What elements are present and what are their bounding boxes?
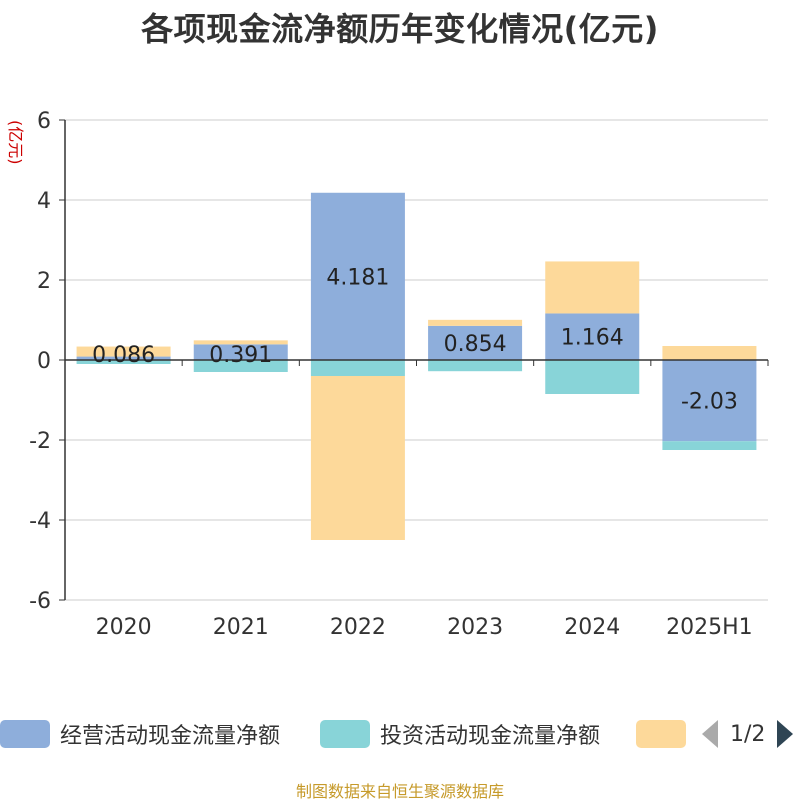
bar-financing-2025H1 bbox=[662, 346, 757, 360]
data-label: -2.03 bbox=[681, 390, 738, 415]
legend-label-operating: 经营活动现金流量净额 bbox=[60, 724, 281, 749]
bar-operating-2025H1 bbox=[662, 360, 757, 442]
bar-operating-2022 bbox=[310, 192, 405, 360]
bar-investing-2020 bbox=[76, 360, 171, 364]
data-label: 4.181 bbox=[326, 265, 389, 290]
y-tick-label: 4 bbox=[37, 189, 51, 214]
x-tick-label: 2022 bbox=[330, 615, 386, 640]
y-tick-label: -4 bbox=[29, 509, 51, 534]
bar-financing-2023 bbox=[428, 319, 523, 326]
bar-investing-2021 bbox=[193, 360, 288, 372]
data-label: 0.391 bbox=[209, 343, 272, 368]
y-tick-label: -6 bbox=[29, 589, 51, 614]
legend-label-investing: 投资活动现金流量净额 bbox=[380, 724, 601, 749]
bar-investing-2023 bbox=[428, 360, 523, 372]
bar-financing-2022 bbox=[310, 376, 405, 540]
data-label: 1.164 bbox=[561, 326, 624, 351]
legend-item-investing[interactable]: 投资活动现金流量净额 bbox=[320, 716, 600, 752]
x-tick-label: 2023 bbox=[447, 615, 503, 640]
y-tick-label: -2 bbox=[29, 429, 51, 454]
legend: 经营活动现金流量净额 投资活动现金流量净额 1/2 bbox=[0, 716, 800, 752]
legend-swatch-investing bbox=[320, 720, 370, 748]
source-note: 制图数据来自恒生聚源数据库 bbox=[295, 782, 504, 801]
y-tick-label: 0 bbox=[37, 349, 51, 374]
legend-item-operating[interactable]: 经营活动现金流量净额 bbox=[0, 716, 280, 752]
bar-financing-2021 bbox=[193, 340, 288, 345]
bar-operating-2021 bbox=[193, 344, 288, 360]
pager-prev-icon[interactable] bbox=[702, 720, 718, 748]
pager-next-icon[interactable] bbox=[777, 720, 794, 748]
legend-swatch-operating bbox=[0, 720, 50, 748]
bar-financing-2020 bbox=[76, 346, 171, 357]
bar-investing-2024 bbox=[545, 360, 640, 394]
chart-title: 各项现金流净额历年变化情况(亿元) bbox=[141, 10, 659, 48]
y-tick-label: 6 bbox=[37, 109, 51, 134]
pager-text: 1/2 bbox=[730, 721, 766, 747]
bar-investing-2025H1 bbox=[662, 441, 757, 450]
data-label: 0.086 bbox=[92, 343, 155, 368]
bar-financing-2024 bbox=[545, 261, 640, 314]
x-tick-label: 2025H1 bbox=[666, 615, 753, 640]
data-label: 0.854 bbox=[444, 332, 507, 357]
y-tick-label: 2 bbox=[37, 269, 51, 294]
bar-operating-2020 bbox=[76, 356, 171, 360]
bar-operating-2023 bbox=[428, 325, 523, 360]
x-tick-label: 2020 bbox=[96, 615, 152, 640]
x-tick-label: 2024 bbox=[564, 615, 620, 640]
legend-pager: 1/2 bbox=[702, 716, 794, 752]
bar-investing-2022 bbox=[310, 360, 405, 376]
x-tick-label: 2021 bbox=[213, 615, 269, 640]
legend-item-financing[interactable] bbox=[636, 716, 686, 752]
bar-operating-2024 bbox=[545, 313, 640, 360]
y-axis-label: (亿元) bbox=[6, 120, 25, 165]
legend-swatch-financing bbox=[636, 720, 686, 748]
